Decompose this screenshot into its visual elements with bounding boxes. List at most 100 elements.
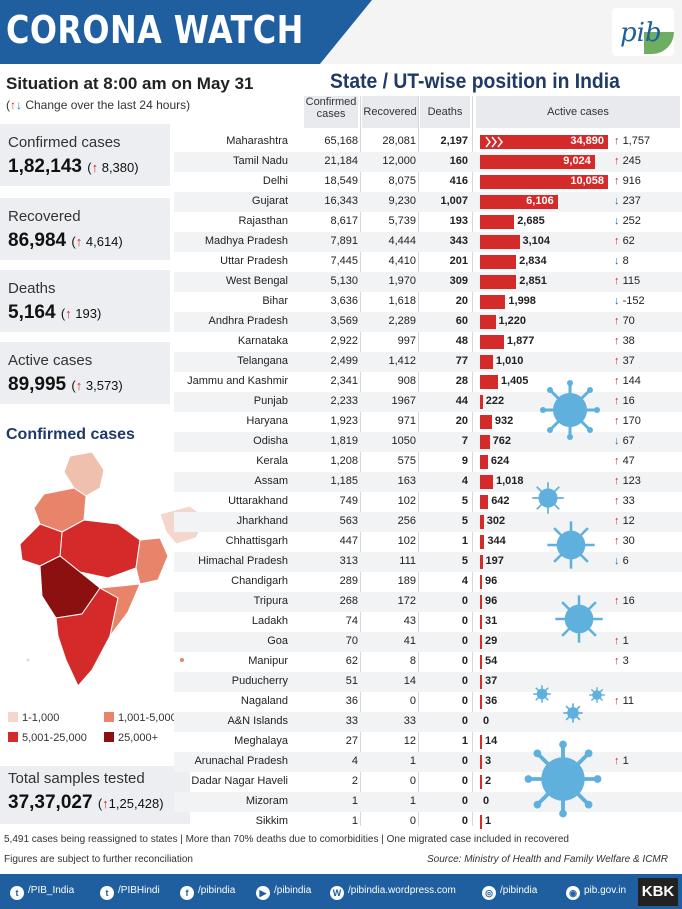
table-row: Assam 1,185 163 4 1,018 ↑ 123 xyxy=(174,472,682,492)
active-change-value: 1 xyxy=(622,755,629,767)
table-row: West Bengal 5,130 1,970 309 2,851 ↑ 115 xyxy=(174,272,682,292)
recovered-value: 575 xyxy=(397,455,416,467)
state-name: Puducherry xyxy=(231,675,288,687)
active-value: 302 xyxy=(486,515,506,527)
samples-change: (↑1,25,428) xyxy=(97,796,164,811)
social-link[interactable]: t/PIB_India xyxy=(10,885,74,900)
deaths-value: 1 xyxy=(461,735,468,747)
state-name: Maharashtra xyxy=(226,135,288,147)
deaths-value: 60 xyxy=(455,315,468,327)
active-change-value: 144 xyxy=(622,375,641,387)
active-change-value: 252 xyxy=(622,215,641,227)
table-row: Gujarat 16,343 9,230 1,007 6,106 ↓ 237 xyxy=(174,192,682,212)
confirmed-value: 1,923 xyxy=(330,415,358,427)
active-change: ↑ 144 xyxy=(614,375,641,387)
wordpress-icon: W xyxy=(330,886,344,900)
active-change: ↑ 16 xyxy=(614,395,635,407)
state-name: Uttarakhand xyxy=(228,495,288,507)
confirmed-value: 313 xyxy=(339,555,358,567)
social-link[interactable]: W/pibindia.wordpress.com xyxy=(330,885,456,900)
summary-value: 5,164 (↑ 193) xyxy=(8,302,101,324)
up-arrow-icon: ↑ xyxy=(614,235,620,247)
active-value: 29 xyxy=(485,635,498,647)
deaths-value: 0 xyxy=(461,755,468,767)
page-title: CORONA WATCH xyxy=(6,8,304,52)
up-arrow-icon: ↑ xyxy=(614,355,620,367)
up-arrow-icon: ↑ xyxy=(75,234,83,249)
state-name: Tripura xyxy=(253,595,288,607)
social-link[interactable]: ◎ /pibindia xyxy=(482,885,537,900)
active-change: ↑ 38 xyxy=(614,335,635,347)
table-row: Puducherry 51 14 0 37 xyxy=(174,672,682,692)
pib-logo: pib xyxy=(612,8,674,56)
active-change: ↓ 8 xyxy=(614,255,629,267)
globe-icon: ◉ xyxy=(566,886,580,900)
map-island xyxy=(180,658,184,662)
india-map xyxy=(19,451,207,687)
active-change: ↑ 11 xyxy=(614,695,634,707)
active-bar xyxy=(480,155,595,169)
footer-note-reconciliation: Figures are subject to further reconcili… xyxy=(4,854,193,865)
active-value: 1,877 xyxy=(506,335,535,347)
header-active: Active cases xyxy=(476,96,680,128)
table-row: Chandigarh 289 189 4 96 xyxy=(174,572,682,592)
active-change: ↑ 1,757 xyxy=(614,135,650,147)
summary-change-value: 3,573 xyxy=(85,378,119,393)
confirmed-value: 3,636 xyxy=(330,295,358,307)
recovered-value: 1967 xyxy=(391,395,416,407)
active-bar xyxy=(480,535,485,549)
active-value: 642 xyxy=(491,495,510,507)
table-row: Odisha 1,819 1050 7 762 ↓ 67 xyxy=(174,432,682,452)
table-row: Goa 70 41 0 29 ↑ 1 xyxy=(174,632,682,652)
social-label: /PIB_India xyxy=(28,885,75,896)
state-name: Telangana xyxy=(237,355,288,367)
active-change: ↑ 1 xyxy=(614,635,629,647)
active-value: 9,024 xyxy=(563,155,591,167)
change-legend-text: Change over the last 24 hours xyxy=(25,98,187,112)
deaths-value: 0 xyxy=(461,775,468,787)
active-value: 1,998 xyxy=(508,295,536,307)
table-row: Meghalaya 27 12 1 14 xyxy=(174,732,682,752)
active-change-value: 170 xyxy=(622,415,641,427)
up-arrow-icon: ↑ xyxy=(614,155,620,167)
state-name: Kerala xyxy=(256,455,288,467)
active-change-value: 12 xyxy=(622,515,635,527)
confirmed-value: 16,343 xyxy=(324,195,358,207)
table-row: Jharkhand 563 256 5 302 ↑ 12 xyxy=(174,512,682,532)
social-link[interactable]: t/PIBHindi xyxy=(100,885,160,900)
table-row: Ladakh 74 43 0 31 xyxy=(174,612,682,632)
active-value: 222 xyxy=(485,395,505,407)
active-value: 3 xyxy=(485,755,492,767)
summary-box: Recovered 86,984 (↑ 4,614) xyxy=(0,198,170,260)
down-arrow-icon: ↓ xyxy=(614,215,620,227)
twitter-icon: t xyxy=(100,886,114,900)
confirmed-value: 21,184 xyxy=(324,155,358,167)
active-change-value: 16 xyxy=(622,595,635,607)
table-row: Uttarakhand 749 102 5 642 ↑ 33 xyxy=(174,492,682,512)
active-change-value: 37 xyxy=(622,355,635,367)
summary-value: 86,984 (↑ 4,614) xyxy=(8,230,123,252)
active-bar xyxy=(480,195,558,209)
active-change-value: 47 xyxy=(622,455,635,467)
social-link[interactable]: ◉ pib.gov.in xyxy=(566,885,626,900)
state-name: Jammu and Kashmir xyxy=(187,375,288,387)
deaths-value: 0 xyxy=(461,815,468,827)
confirmed-value: 7,891 xyxy=(330,235,358,247)
instagram-icon: ◎ xyxy=(482,886,496,900)
youtube-icon: ▶ xyxy=(256,886,270,900)
state-name: Rajasthan xyxy=(238,215,288,227)
column-divider xyxy=(360,96,361,826)
active-bar xyxy=(480,255,517,269)
active-change: ↑ 3 xyxy=(614,655,629,667)
state-name: Tamil Nadu xyxy=(232,155,288,167)
logo-text: pib xyxy=(620,18,662,48)
active-value: 36 xyxy=(485,695,498,707)
social-link[interactable]: ▶ /pibindia xyxy=(256,885,311,900)
up-arrow-icon: ↑ xyxy=(614,515,620,527)
active-value: 14 xyxy=(485,735,498,747)
recovered-value: 4,444 xyxy=(388,235,416,247)
social-link[interactable]: f/pibindia xyxy=(180,885,235,900)
recovered-value: 8,075 xyxy=(388,175,416,187)
up-arrow-icon: ↑ xyxy=(614,695,620,707)
scale-break-icon xyxy=(485,136,503,148)
